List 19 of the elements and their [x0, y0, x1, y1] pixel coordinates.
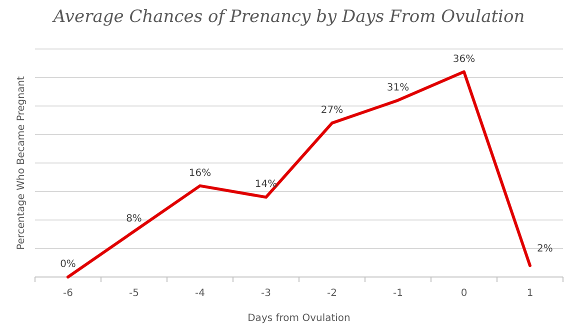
chart-title: Average Chances of Prenancy by Days From Ovulation	[51, 7, 525, 27]
data-label: 8%	[126, 213, 142, 224]
x-tick-label: 0	[460, 288, 468, 299]
x-tick-label: 1	[526, 288, 534, 299]
data-label: 36%	[452, 54, 476, 65]
y-axis-title: Percentage Who Became Pregnant	[16, 76, 27, 250]
data-label: 16%	[188, 168, 212, 179]
x-tick-label: -3	[261, 288, 271, 299]
data-label: 27%	[320, 105, 344, 116]
x-tick-label: -2	[327, 288, 337, 299]
x-tick-label: -1	[393, 288, 403, 299]
data-label: 2%	[537, 244, 553, 255]
x-tick-label: -5	[129, 288, 139, 299]
data-label: 31%	[386, 82, 410, 94]
x-axis-title: Days from Ovulation	[248, 313, 350, 324]
data-label: 0%	[60, 259, 76, 270]
x-tick-label: -6	[63, 288, 73, 299]
data-label: 14%	[254, 179, 278, 190]
x-tick-label: -4	[195, 288, 205, 299]
